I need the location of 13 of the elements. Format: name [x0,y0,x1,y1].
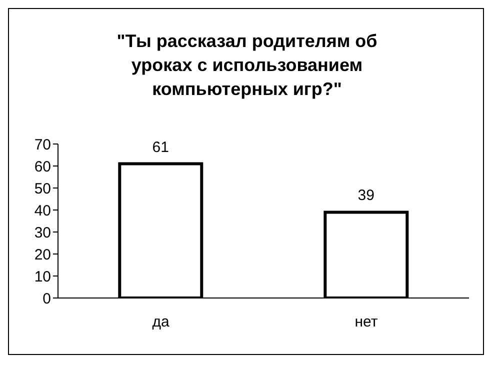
y-tick-label: 20 [34,246,51,264]
y-tick-label: 70 [34,136,51,154]
chart-title: "Ты рассказал родителям об уроках с использованием компьютерных игр?" [116,30,378,101]
y-tick-label: 50 [34,180,51,198]
x-tick-label: нет [354,314,378,331]
y-tick-label: 0 [42,290,51,308]
y-tick-label: 60 [34,158,51,176]
y-tick-label: 30 [34,224,51,242]
y-tick-label: 10 [34,268,51,286]
y-tick-label: 40 [34,202,51,220]
x-tick-label: да [152,314,170,331]
data-label: 39 [358,187,374,204]
data-label: 61 [152,138,169,156]
